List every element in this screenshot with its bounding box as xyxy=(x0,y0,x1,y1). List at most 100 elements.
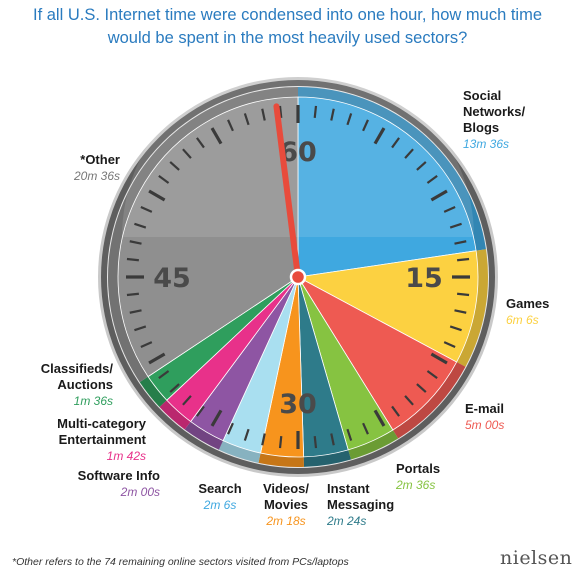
dial-tick xyxy=(426,175,438,184)
dial-tick xyxy=(391,137,400,149)
glass-highlight xyxy=(122,61,474,237)
dial-tick xyxy=(454,240,467,245)
dial-tick xyxy=(404,395,414,406)
clock-hub xyxy=(289,268,307,286)
dial-tick xyxy=(430,352,448,365)
slice-value: 2m 24s xyxy=(326,514,366,528)
dial-tick xyxy=(426,370,438,379)
pie-slice xyxy=(296,275,458,431)
dial-tick xyxy=(443,206,456,213)
dial-tick xyxy=(449,222,462,229)
slice-label: *Other 20m 36s xyxy=(73,152,120,183)
dial-tick xyxy=(182,148,192,159)
dial-tick xyxy=(443,341,456,348)
slice-label: Classifieds/Auctions 1m 36s xyxy=(41,361,114,408)
slice-label: Videos/Movies 2m 18s xyxy=(263,481,309,528)
pie-slice xyxy=(117,96,299,378)
slice-name-line: Messaging xyxy=(327,497,394,512)
slice-label: Games 6m 6s xyxy=(506,296,549,327)
slice-value: 2m 36s xyxy=(395,478,435,492)
dial-tick xyxy=(346,113,353,126)
slice-name-line: Instant xyxy=(327,481,370,496)
slice-name-line: Blogs xyxy=(463,120,499,135)
dial-tick xyxy=(210,409,223,427)
slice-name-line: Portals xyxy=(396,461,440,476)
slice-name-line: Movies xyxy=(264,497,308,512)
dial-number: 30 xyxy=(279,389,317,420)
dial-tick xyxy=(148,189,166,202)
dial-tick xyxy=(134,325,147,332)
dial-tick xyxy=(313,436,318,449)
dial-tick xyxy=(169,383,180,393)
slice-value: 1m 36s xyxy=(74,394,113,408)
slice-name-line: Search xyxy=(198,481,241,496)
slice-name-line: Multi-category xyxy=(57,416,147,431)
clock-hand xyxy=(273,103,301,280)
pie-slice xyxy=(296,250,479,363)
dial-tick xyxy=(129,309,142,314)
dial-tick xyxy=(182,395,192,406)
slice-name-line: Social xyxy=(463,88,501,103)
dial-tick xyxy=(373,127,386,145)
slice-name-line: Networks/ xyxy=(463,104,526,119)
dial-tick xyxy=(457,292,470,297)
slice-value: 5m 00s xyxy=(465,418,504,432)
nielsen-logo: nielsen xyxy=(500,547,573,569)
dial-tick xyxy=(196,137,205,149)
dial-tick xyxy=(362,119,369,132)
dial-tick xyxy=(362,422,369,435)
slice-name-line: Software Info xyxy=(78,468,160,483)
dial-tick xyxy=(148,352,166,365)
dial-tick xyxy=(140,341,153,348)
slice-value: 1m 42s xyxy=(107,449,146,463)
title-line-1: If all U.S. Internet time were condensed… xyxy=(32,6,543,24)
dial-tick xyxy=(430,189,448,202)
dial-tick xyxy=(129,240,142,245)
slice-label: Software Info 2m 00s xyxy=(78,468,160,499)
dial-number: 45 xyxy=(153,263,191,294)
slice-value: 2m 18s xyxy=(265,514,305,528)
footnote: *Other refers to the 74 remaining online… xyxy=(12,556,349,568)
dial-tick xyxy=(416,383,427,393)
slice-label: E-mail 5m 00s xyxy=(465,401,504,432)
dial-tick xyxy=(454,309,467,314)
dial-number: 15 xyxy=(405,263,443,294)
dial-tick xyxy=(126,292,139,297)
slice-label: Search 2m 6s xyxy=(198,481,241,512)
dial-tick xyxy=(261,433,266,446)
dial-tick xyxy=(227,119,234,132)
slice-value: 2m 00s xyxy=(120,485,160,499)
dial-tick xyxy=(158,370,170,379)
slice-value: 20m 36s xyxy=(73,169,120,183)
dial-tick xyxy=(457,257,470,262)
slice-name-line: *Other xyxy=(80,152,120,167)
dial-tick xyxy=(404,148,414,159)
dial-tick xyxy=(227,422,234,435)
dial-tick xyxy=(140,206,153,213)
slice-value: 6m 6s xyxy=(506,313,539,327)
dial-tick xyxy=(391,405,400,417)
dial-tick xyxy=(373,409,386,427)
dial-tick xyxy=(243,428,250,441)
pie-slice xyxy=(297,96,477,278)
slice-name-line: Videos/ xyxy=(263,481,309,496)
slice-label: Portals 2m 36s xyxy=(395,461,440,492)
dial-tick xyxy=(449,325,462,332)
slice-name-line: Games xyxy=(506,296,549,311)
dial-tick xyxy=(278,105,283,118)
slice-name-line: Auctions xyxy=(57,377,113,392)
slice-name-line: E-mail xyxy=(465,401,504,416)
dial-tick xyxy=(126,257,139,262)
dial-tick xyxy=(243,113,250,126)
dial-tick xyxy=(134,222,147,229)
slice-value: 13m 36s xyxy=(463,137,509,151)
slice-name-line: Classifieds/ xyxy=(41,361,114,376)
dial-tick xyxy=(196,405,205,417)
dial-tick xyxy=(330,433,335,446)
dial-tick xyxy=(169,161,180,171)
chart-title: If all U.S. Internet time were condensed… xyxy=(0,4,575,50)
dial-tick xyxy=(330,108,335,121)
